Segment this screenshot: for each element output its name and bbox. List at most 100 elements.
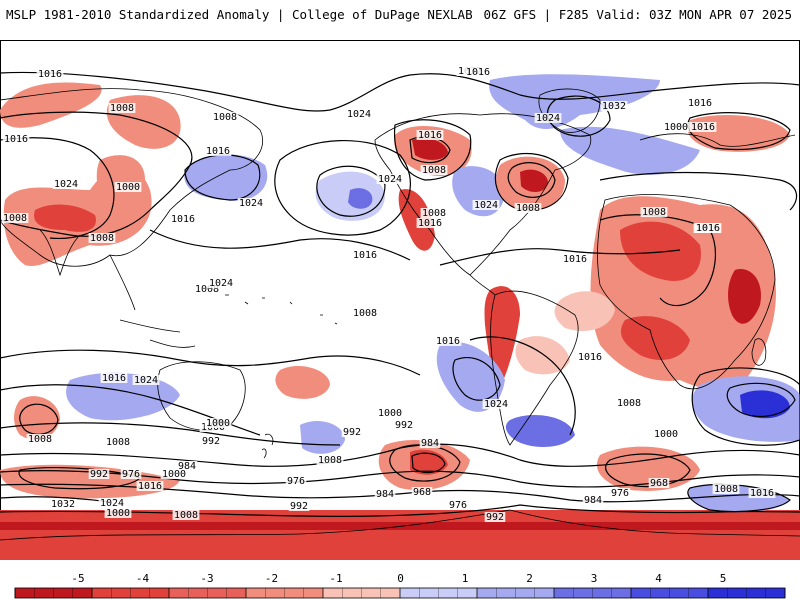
isobar-label-bg [419,438,441,448]
isobar-1024-npacific [274,140,411,236]
isobar-1016-alaska [393,119,472,181]
mslp-anomaly-map: 1016103210081024101610161016102410321016… [0,40,800,560]
anomaly-neg-africa-south [620,316,690,360]
isobar-label: 968 [413,487,431,498]
isobar-label-bg [98,498,126,508]
isobar-label-bg [600,101,628,111]
colorbar-tick-label: 4 [655,572,662,585]
map-title: MSLP 1981-2010 Standardized Anomaly | Co… [6,7,473,22]
isobar-label: 1016 [171,214,195,225]
isobar-label-bg [689,122,717,132]
isobar-label-bg [52,179,80,189]
isobar-1016-asia [0,137,115,239]
isobar-label-bg [748,488,776,498]
anomaly-neg-antarctic-strong [0,522,800,530]
colorbar-tick-labels: -5 -4 -3 -2 -1 0 1 2 3 4 5 [71,572,726,585]
colorbar-tick-label: 5 [720,572,727,585]
isobar-label-bg [237,198,265,208]
isobar-label-bg [652,429,680,439]
isobar-976-southern [0,483,800,503]
coast-madagascar [751,338,767,366]
isobar-label: 1016 [353,250,377,261]
isobar-label-bg [484,512,506,522]
isobar-label: 1000 [664,122,688,133]
isobar-label-bg [285,476,307,486]
isobar-label-bg [36,69,64,79]
isobar-976-low-3 [18,467,142,490]
coast-europe [639,133,796,147]
anomaly-neg-africa-west [620,221,701,281]
isobar-label-bg [132,375,160,385]
isobar-label: 1000 [116,182,140,193]
isobar-label-bg [420,208,448,218]
colorbar-tick-label: -4 [136,572,150,585]
isobar-label: 1008 [213,112,237,123]
isobar-label: 1000 [206,418,230,429]
isobar-1032-npacific [316,165,386,217]
isobar-label: 1032 [602,101,626,112]
isobar-label: 1000 [162,469,186,480]
isobar-label-bg [136,481,164,491]
colorbar-tick-label: 2 [526,572,533,585]
isobar-label: 992 [343,427,361,438]
isobar-label: 976 [449,500,467,511]
isobar-label: 1000 [378,408,402,419]
isobar-label: 1008 [516,203,540,214]
isobar-968-low-2 [605,453,691,487]
anomaly-neg-central-asia [96,155,145,205]
isobar-label-bg [393,420,415,430]
isobar-label-bg [100,373,128,383]
anomaly-pos-npacific-core [348,188,373,209]
isobar-label-bg [114,182,142,192]
isobar-label-bg [694,223,722,233]
isobar-1032-indian [726,382,796,418]
isobar-label: 992 [486,512,504,523]
isobar-label-bg [345,109,373,119]
isobar-label: 984 [376,489,394,500]
isobar-984-atlantic [507,162,556,198]
isobar-label: 1016 [38,69,62,80]
isobar-label: 992 [90,469,108,480]
isobar-label: 1024 [209,278,233,289]
isobar-label: 1008 [422,208,446,219]
isobar-label-bg [482,399,510,409]
isobar-label: 1000 [654,429,678,440]
isobar-label: 1024 [54,179,78,190]
coast-india [39,229,81,277]
colorbar-tick-label: 0 [397,572,404,585]
anomaly-pos-greenland [489,74,660,130]
isobar-label: 1008 [422,165,446,176]
isobar-label: 1008 [617,398,641,409]
isobar-label-bg [376,408,404,418]
isobar-label: 1008 [28,434,52,445]
isobar-label-bg [464,67,492,77]
isobar-label: 1000 [106,508,130,519]
isobar-label: 1008 [90,233,114,244]
colorbar-tick-label: 1 [462,572,469,585]
anomaly-pos-spacific-2 [300,420,345,454]
isobar-label: 1008 [714,484,738,495]
isobar-label-bg [411,487,433,497]
isobar-label-bg [434,336,462,346]
isobar-1016-atlantic-sub [439,248,681,266]
colorbar-bar [14,587,786,599]
colorbar-tick-label: 3 [591,572,598,585]
isobar-label-bg [2,134,30,144]
isobar-label: 1008 [3,213,27,224]
isobar-label: 1024 [536,113,560,124]
coast-camerica [469,274,496,296]
isobar-label: 992 [395,420,413,431]
isobar-label: 1024 [347,109,371,120]
isobar-label-bg [374,489,396,499]
isobar-1016-satlantic [469,336,576,436]
isobar-1024-satlantic [452,357,501,401]
isobar-label: 976 [287,476,305,487]
anomaly-pos-indian-core [740,390,790,419]
isobar-label-bg [686,98,714,108]
anomaly-pos-satlantic [436,341,505,412]
isobar-label-bg [200,436,222,446]
isobar-label: 1016 [696,223,720,234]
isobar-label-bg [160,469,188,479]
isobar-label-bg [534,113,562,123]
isobar-label: 1024 [474,200,498,211]
